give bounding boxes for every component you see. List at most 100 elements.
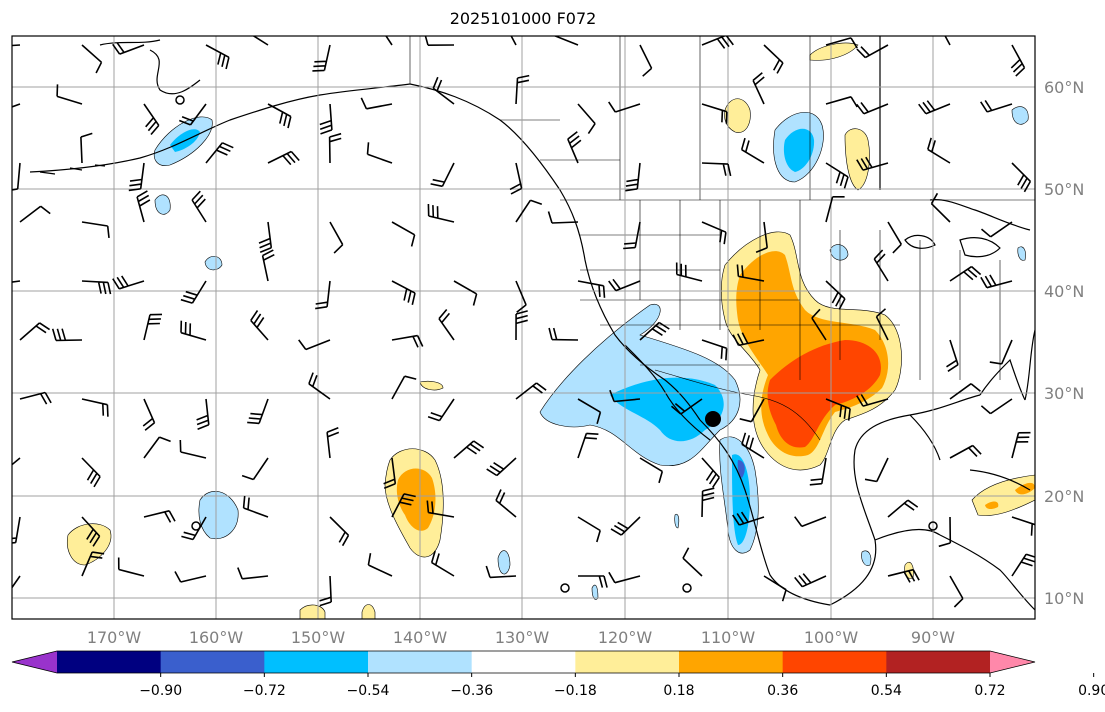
wind-barb	[326, 427, 340, 459]
wind-barb	[81, 551, 105, 577]
wind-barb	[701, 339, 728, 361]
wind-barb	[485, 565, 517, 579]
lon-label: 100°W	[804, 628, 859, 647]
wind-barb	[180, 280, 207, 304]
wind-barb	[112, 275, 145, 290]
wind-barb	[315, 280, 331, 310]
lat-label: 40°N	[1044, 282, 1084, 301]
wind-barb	[856, 156, 889, 171]
wind-barb	[117, 557, 145, 577]
colorbar-tick-label: 0.72	[974, 683, 1005, 699]
colorbar-segment	[368, 651, 473, 673]
wind-barb	[949, 383, 981, 400]
wind-barb	[19, 322, 51, 341]
wind-barb	[873, 249, 889, 282]
colorbar: −0.90 −0.72 −0.54 −0.36 −0.18 0.18 0.36 0.54 0.7…	[11, 650, 1105, 699]
wind-barb	[949, 444, 982, 459]
chart-title: 2025101000 F072	[449, 9, 597, 28]
wind-barb	[509, 162, 523, 195]
wind-barb	[424, 36, 455, 46]
wind-barb	[864, 457, 889, 483]
wind-barb	[825, 398, 851, 421]
wind-barb	[1011, 553, 1035, 577]
wind-barb	[298, 339, 331, 351]
wind-barb	[639, 457, 664, 484]
storm-center-marker	[705, 411, 721, 427]
wind-barb	[701, 457, 720, 488]
wind-barb	[430, 550, 455, 577]
wind-barb	[391, 280, 416, 305]
wind-barb	[741, 432, 765, 459]
wind-barb	[510, 36, 517, 46]
wind-barb	[319, 103, 333, 135]
wind-barb	[112, 42, 145, 55]
wind-barb	[577, 516, 601, 543]
wind-barb	[179, 103, 207, 126]
wind-barb	[81, 516, 101, 547]
wind-barb	[547, 211, 579, 224]
wind-barb	[81, 44, 103, 74]
wind-barb	[180, 320, 207, 341]
wind-barb	[887, 568, 920, 583]
lat-label: 50°N	[1044, 180, 1084, 199]
wind-barb	[825, 162, 849, 189]
wind-barb	[980, 99, 1013, 113]
wind-barb	[670, 398, 703, 415]
wind-barb	[391, 221, 416, 247]
wind-barb	[486, 457, 517, 477]
lon-label: 130°W	[495, 628, 550, 647]
wind-barb	[553, 36, 579, 46]
colorbar-segment	[782, 651, 887, 673]
wind-barb	[237, 567, 269, 580]
lon-label: 110°W	[701, 628, 756, 647]
wind-barb	[639, 321, 670, 341]
wind-barb	[856, 44, 889, 59]
wind-barb	[19, 391, 52, 405]
wind-barb	[825, 196, 845, 223]
wind-barb	[736, 264, 765, 282]
wind-barb	[81, 221, 110, 238]
colorbar-segment	[679, 651, 784, 673]
colorbar-tick-label: −0.72	[243, 683, 286, 699]
colorbar-segment	[575, 651, 680, 673]
map-frame	[11, 35, 1036, 620]
wind-barb	[548, 327, 579, 341]
wind-barb	[128, 162, 145, 192]
wind-barb	[329, 516, 350, 547]
wind-barb	[191, 190, 207, 223]
wind-barb	[312, 44, 331, 72]
wind-barb	[319, 575, 332, 607]
wind-barb	[927, 137, 951, 164]
wind-barb	[577, 280, 606, 298]
gridlines	[12, 36, 1035, 619]
wind-barb	[261, 249, 275, 282]
wind-barb	[938, 516, 952, 548]
wind-barb	[608, 101, 641, 113]
lat-label: 60°N	[1044, 78, 1084, 97]
wind-barb	[174, 571, 207, 583]
wind-barb	[143, 313, 163, 341]
wind-barb	[426, 500, 455, 518]
wind-barb	[740, 137, 765, 164]
wind-barb	[427, 203, 455, 223]
wind-barb	[495, 489, 517, 518]
wind-barb	[196, 398, 210, 430]
colorbar-segment	[160, 651, 265, 673]
wind-barb	[427, 398, 455, 422]
colorbar-extend-min	[12, 651, 57, 673]
wind-barb	[242, 495, 269, 518]
wind-barb	[578, 575, 608, 588]
wind-barb	[856, 394, 889, 407]
lon-label: 120°W	[598, 628, 653, 647]
colorbar-tick-label: −0.36	[450, 683, 493, 699]
wind-barb	[701, 487, 715, 518]
wind-barb	[732, 511, 765, 526]
wind-barb	[12, 103, 21, 108]
wind-barb	[81, 398, 109, 417]
wind-barb	[1011, 162, 1032, 193]
wind-barb	[918, 100, 951, 115]
colorbar-tick-label: −0.90	[139, 683, 182, 699]
wind-barb	[701, 36, 734, 49]
wind-barb	[515, 310, 528, 341]
